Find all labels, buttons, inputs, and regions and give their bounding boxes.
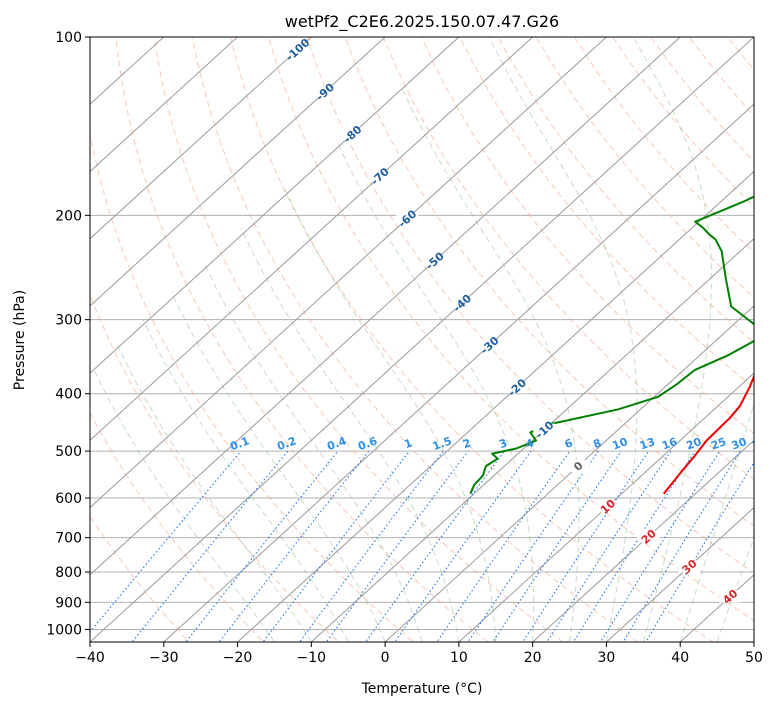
- dry-adiabat: [460, 37, 775, 654]
- mixing-ratio-line: [123, 451, 288, 654]
- moist-adiabat: [172, 293, 385, 642]
- mixing-ratio-label: 1: [402, 436, 414, 451]
- mixing-ratio-label: 10: [611, 435, 630, 453]
- y-axis-label: Pressure (hPa): [12, 290, 28, 390]
- x-tick-label: 50: [745, 650, 763, 666]
- moist-adiabat: [93, 367, 275, 642]
- x-tick-label: 40: [671, 650, 689, 666]
- mixing-ratio-line: [515, 451, 649, 654]
- isotherm-line: [593, 24, 775, 654]
- mixing-ratio-label: 20: [684, 435, 703, 453]
- mixing-ratio-line: [210, 451, 369, 654]
- x-tick-label: 30: [598, 650, 616, 666]
- moist-adiabat: [285, 188, 496, 642]
- x-tick-label: 10: [450, 650, 468, 666]
- moist-adiabat: [241, 228, 459, 642]
- moist-adiabat: [400, 84, 579, 642]
- moist-adiabat: [337, 141, 534, 642]
- dry-adiabat: [1, 37, 276, 654]
- dry-adiabat: [536, 37, 775, 654]
- mixing-ratio-label: 2: [461, 436, 473, 451]
- dry-adiabat: [689, 37, 775, 654]
- mixing-ratio-line: [460, 451, 598, 654]
- mixing-ratio-label: 30: [730, 435, 749, 453]
- y-tick-label: 300: [55, 313, 82, 329]
- isotherm-line: [741, 24, 775, 654]
- moist-adiabat: [633, 37, 711, 642]
- dry-adiabat: [40, 37, 352, 654]
- mixing-ratio-label: 0.1: [228, 434, 251, 453]
- x-axis-label: Temperature (°C): [361, 681, 483, 697]
- mixing-ratio-line: [540, 451, 671, 654]
- mixing-ratio-label: 36: [750, 435, 769, 453]
- mixing-ratio-label: 0.2: [275, 434, 298, 453]
- dry-adiabat: [0, 37, 200, 654]
- x-tick-label: 20: [524, 650, 542, 666]
- mixing-ratio-label: 6: [563, 436, 575, 451]
- moist-adiabat: [717, 37, 775, 642]
- isotherm-line: [0, 24, 547, 654]
- dry-adiabat: [727, 37, 775, 654]
- y-tick-label: 1000: [46, 622, 82, 638]
- mixing-ratio-label: 0.6: [356, 434, 379, 453]
- y-tick-label: 400: [55, 387, 82, 403]
- chart-title: wetPf2_C2E6.2025.150.07.47.G26: [285, 12, 559, 32]
- isotherm-line: [0, 24, 400, 654]
- y-tick-label: 200: [55, 208, 82, 224]
- mixing-ratio-label: 3: [497, 436, 509, 451]
- mixing-ratio-label: 1.5: [431, 434, 454, 453]
- isotherm-line: [0, 24, 326, 654]
- dry-adiabat: [766, 37, 775, 654]
- y-tick-label: 500: [55, 444, 82, 460]
- mixing-ratio-line: [357, 451, 504, 654]
- isotherm-line: [667, 24, 775, 654]
- isotherm-line: [3, 24, 695, 654]
- y-tick-label: 100: [55, 30, 82, 46]
- isotherm-line: [520, 24, 775, 654]
- y-tick-label: 700: [55, 531, 82, 547]
- dry-adiabat: [154, 37, 579, 654]
- mixing-ratio-line: [429, 451, 570, 654]
- x-tick-label: −40: [75, 650, 105, 666]
- x-tick-label: 0: [381, 650, 390, 666]
- dry-adiabat: [422, 37, 775, 654]
- x-tick-label: −30: [149, 650, 179, 666]
- dry-adiabat: [192, 37, 655, 654]
- mixing-ratio-label: 0.4: [325, 434, 348, 453]
- y-tick-label: 900: [55, 595, 82, 611]
- isotherm-line: [0, 24, 621, 654]
- x-tick-label: −10: [297, 650, 327, 666]
- mixing-ratio-label: 16: [660, 435, 679, 453]
- x-tick-label: −20: [223, 650, 253, 666]
- y-tick-label: 800: [55, 565, 82, 581]
- mixing-ratio-line: [72, 451, 241, 654]
- mixing-ratio-label: 25: [709, 435, 728, 452]
- y-tick-label: 600: [55, 491, 82, 507]
